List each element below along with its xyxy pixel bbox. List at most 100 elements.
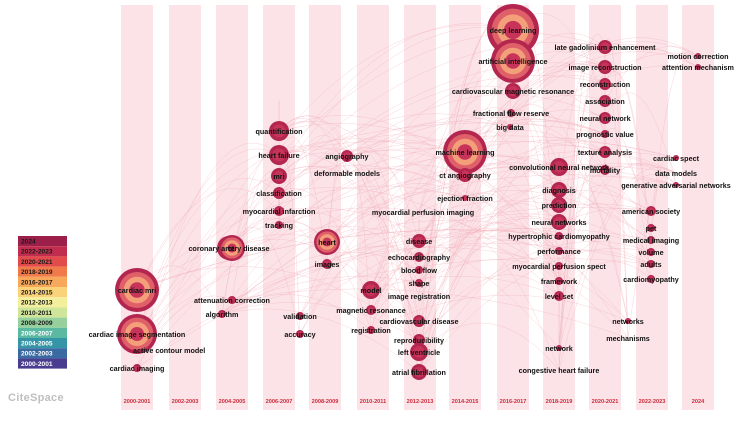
keyword-node[interactable] <box>646 206 656 216</box>
keyword-node[interactable] <box>550 158 568 176</box>
keyword-node[interactable] <box>415 279 423 287</box>
keyword-label: prognostic value <box>576 130 634 139</box>
keyword-node[interactable] <box>133 364 141 372</box>
keyword-node[interactable] <box>411 364 427 380</box>
keyword-node[interactable] <box>551 214 567 230</box>
link-line <box>558 149 606 349</box>
keyword-node[interactable] <box>599 112 611 124</box>
keyword-node[interactable] <box>271 168 287 184</box>
keyword-node[interactable] <box>462 195 468 201</box>
keyword-node[interactable] <box>647 224 655 232</box>
keyword-node[interactable] <box>341 150 353 162</box>
keyword-node[interactable] <box>115 268 159 312</box>
keyword-label: coronary artery disease <box>188 244 269 253</box>
keyword-node[interactable] <box>673 182 679 188</box>
keyword-node[interactable] <box>228 296 236 304</box>
keyword-node[interactable] <box>600 165 610 175</box>
timeline-label: 2024 <box>692 399 705 405</box>
keyword-node[interactable] <box>556 345 562 351</box>
keyword-node[interactable] <box>296 330 304 338</box>
keyword-label: echocardiography <box>388 253 450 262</box>
keyword-node[interactable] <box>598 60 612 74</box>
keyword-node[interactable] <box>599 146 611 158</box>
keyword-node[interactable] <box>555 247 563 255</box>
keyword-node[interactable] <box>601 130 609 138</box>
link-line <box>278 207 560 349</box>
keyword-node[interactable] <box>117 314 157 354</box>
link-line <box>418 138 606 341</box>
keyword-node[interactable] <box>322 259 332 269</box>
keyword-node[interactable] <box>413 334 425 346</box>
keyword-node[interactable] <box>505 83 521 99</box>
keyword-label: level set <box>545 292 574 301</box>
keyword-node[interactable] <box>598 40 612 54</box>
keyword-node[interactable] <box>367 326 375 334</box>
keyword-node[interactable] <box>673 155 679 161</box>
keyword-node[interactable] <box>647 275 655 283</box>
keyword-node[interactable] <box>507 124 513 130</box>
node-core <box>272 148 286 162</box>
keyword-node[interactable] <box>551 197 567 213</box>
keyword-node[interactable] <box>414 252 424 262</box>
link-line <box>326 219 560 243</box>
keyword-node[interactable] <box>296 312 304 320</box>
keyword-node[interactable] <box>218 310 226 318</box>
keyword-label: left ventricle <box>398 348 440 357</box>
link-line <box>558 34 606 371</box>
legend-label: 2016-2017 <box>21 279 53 286</box>
keyword-node[interactable] <box>695 64 701 70</box>
keyword-label: algorithm <box>206 310 239 319</box>
keyword-node[interactable] <box>555 232 563 240</box>
keyword-node[interactable] <box>554 291 564 301</box>
keyword-node[interactable] <box>555 277 563 285</box>
keyword-node[interactable] <box>487 4 539 56</box>
keyword-label: mechanisms <box>606 334 650 343</box>
node-core <box>600 42 610 52</box>
keyword-node[interactable] <box>413 315 425 327</box>
keyword-node[interactable] <box>412 234 426 248</box>
link-line <box>558 163 677 206</box>
keyword-node[interactable] <box>415 266 423 274</box>
keyword-node[interactable] <box>273 187 285 199</box>
node-core <box>323 260 331 268</box>
keyword-node[interactable] <box>647 236 655 244</box>
keyword-label: shape <box>409 279 430 288</box>
keyword-node[interactable] <box>362 281 380 299</box>
link-line <box>326 165 348 243</box>
keyword-node[interactable] <box>366 305 376 315</box>
keyword-node[interactable] <box>647 248 655 256</box>
keyword-node[interactable] <box>274 206 284 216</box>
keyword-label: validation <box>283 312 317 321</box>
keyword-node[interactable] <box>443 130 487 174</box>
keyword-node[interactable] <box>491 39 535 83</box>
keyword-label: attention mechanism <box>662 63 734 72</box>
keyword-node[interactable] <box>458 168 472 182</box>
keyword-node[interactable] <box>551 182 567 198</box>
keyword-label: image reconstruction <box>568 63 641 72</box>
node-core <box>626 319 630 323</box>
keyword-node[interactable] <box>599 78 611 90</box>
keyword-label: network <box>545 344 573 353</box>
keyword-node[interactable] <box>269 145 289 165</box>
keyword-label: big data <box>496 123 525 132</box>
keyword-node[interactable] <box>625 318 631 324</box>
link-line <box>221 179 280 315</box>
keyword-node[interactable] <box>275 221 283 229</box>
node-core <box>556 248 562 254</box>
keyword-node[interactable] <box>219 235 245 261</box>
keyword-node[interactable] <box>269 121 289 141</box>
keyword-label: artificial intelligence <box>478 57 547 66</box>
keyword-node[interactable] <box>410 343 428 361</box>
keyword-node[interactable] <box>314 229 340 255</box>
keyword-node[interactable] <box>507 109 515 117</box>
keyword-node[interactable] <box>647 260 655 268</box>
keyword-node[interactable] <box>599 95 611 107</box>
link-line <box>418 41 699 242</box>
keyword-label: myocardial perfusion spect <box>512 262 606 271</box>
link-line <box>418 235 560 271</box>
node-core <box>273 170 285 182</box>
keyword-node[interactable] <box>555 262 563 270</box>
link-line <box>370 51 606 291</box>
time-band-2004-2005 <box>216 5 248 410</box>
keyword-node[interactable] <box>695 53 701 59</box>
